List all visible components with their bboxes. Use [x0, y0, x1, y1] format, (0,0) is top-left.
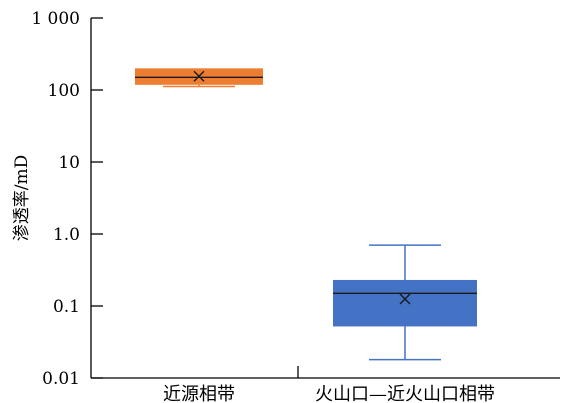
boxes	[135, 68, 477, 361]
x-category-label: 近源相带	[163, 384, 235, 403]
y-tick-label: 0.01	[42, 369, 80, 389]
mean-marker-stroke	[399, 293, 411, 305]
y-axis-ticks: 1 000 100 10 1.0 0.1 0.01	[31, 9, 103, 389]
y-tick-label: 100	[48, 81, 80, 101]
iqr-box	[333, 279, 477, 327]
x-category-label: 火山口—近火山口相带	[315, 384, 495, 403]
mean-marker	[193, 70, 205, 82]
box-1	[135, 68, 263, 88]
y-tick-label: 0.1	[53, 297, 80, 317]
axes	[90, 18, 560, 379]
box-2	[333, 244, 477, 361]
y-tick-label: 1.0	[53, 225, 80, 245]
mean-marker-stroke	[193, 70, 205, 82]
y-tick-label: 1 000	[31, 9, 80, 29]
y-tick-label: 10	[58, 153, 80, 173]
y-axis-label: 渗透率/mD	[12, 155, 32, 241]
mean-marker	[399, 293, 411, 305]
x-axis-categories: 近源相带 火山口—近火山口相带	[163, 366, 495, 403]
